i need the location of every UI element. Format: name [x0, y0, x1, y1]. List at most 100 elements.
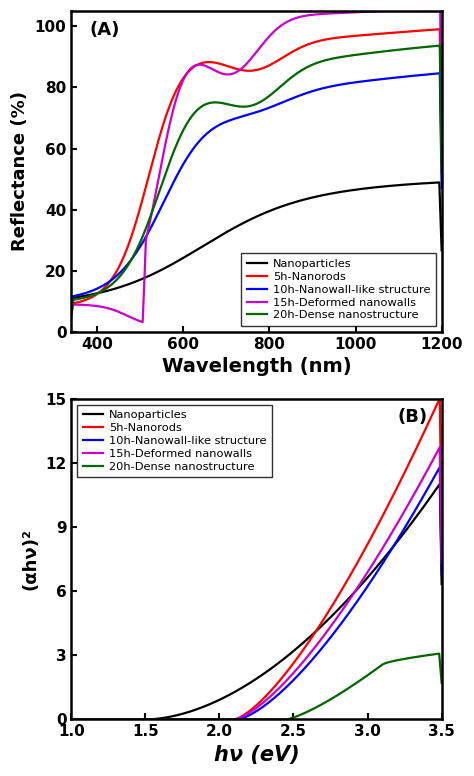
5h-Nanorods [287, 663, 292, 673]
5h-Nanorods [437, 25, 443, 34]
5h-Nanorods [283, 50, 289, 60]
5h-Nanorods [236, 713, 242, 722]
Nanoparticles [439, 580, 445, 589]
15h-Deformed nanowalls [347, 594, 353, 604]
20h-Dense nanostructure [283, 77, 289, 86]
20h-Dense nanostructure [347, 682, 353, 691]
Line: 20h-Dense nanostructure: 20h-Dense nanostructure [71, 653, 442, 719]
15h-Deformed nanowalls [381, 6, 386, 16]
5h-Nanorods [439, 159, 445, 168]
Line: 10h-Nanowall-like structure: 10h-Nanowall-like structure [71, 467, 442, 719]
Nanoparticles [347, 592, 353, 601]
15h-Deformed nanowalls [164, 715, 169, 724]
20h-Dense nanostructure [164, 715, 169, 724]
Line: 5h-Nanorods: 5h-Nanorods [71, 29, 442, 316]
Nanoparticles [293, 197, 299, 206]
20h-Dense nanostructure [437, 649, 442, 658]
Nanoparticles [164, 712, 169, 722]
Nanoparticles [349, 185, 355, 195]
Line: 10h-Nanowall-like structure: 10h-Nanowall-like structure [71, 73, 442, 312]
5h-Nanorods [347, 571, 353, 580]
Nanoparticles [316, 624, 321, 633]
20h-Dense nanostructure [439, 168, 445, 178]
15h-Deformed nanowalls [316, 638, 321, 647]
15h-Deformed nanowalls [236, 714, 242, 723]
10h-Nanowall-like structure [349, 78, 355, 88]
20h-Dense nanostructure [349, 50, 355, 60]
20h-Dense nanostructure [287, 714, 292, 723]
10h-Nanowall-like structure [437, 462, 443, 472]
15h-Deformed nanowalls [437, 442, 443, 452]
10h-Nanowall-like structure [91, 286, 97, 295]
10h-Nanowall-like structure [316, 647, 321, 656]
20h-Dense nanostructure [304, 63, 310, 72]
5h-Nanorods [439, 532, 445, 541]
10h-Nanowall-like structure [387, 74, 393, 83]
15h-Deformed nanowalls [140, 317, 146, 327]
20h-Dense nanostructure [437, 41, 443, 50]
15h-Deformed nanowalls [439, 558, 445, 567]
10h-Nanowall-like structure [68, 307, 74, 317]
5h-Nanorods [349, 32, 355, 41]
Nanoparticles [283, 200, 289, 210]
Nanoparticles [91, 289, 97, 299]
Line: Nanoparticles: Nanoparticles [71, 182, 442, 314]
15h-Deformed nanowalls [388, 6, 394, 16]
20h-Dense nanostructure [68, 310, 74, 319]
10h-Nanowall-like structure [164, 715, 169, 724]
20h-Dense nanostructure [236, 715, 242, 724]
Nanoparticles [134, 715, 140, 724]
Line: 15h-Deformed nanowalls: 15h-Deformed nanowalls [71, 11, 442, 322]
5h-Nanorods [68, 311, 74, 320]
Nanoparticles [439, 246, 445, 255]
Nanoparticles [437, 178, 442, 187]
20h-Dense nanostructure [134, 715, 140, 724]
Line: 15h-Deformed nanowalls: 15h-Deformed nanowalls [71, 447, 442, 719]
Nanoparticles [236, 685, 242, 695]
Nanoparticles [387, 182, 393, 191]
5h-Nanorods [91, 291, 97, 300]
Line: 5h-Nanorods: 5h-Nanorods [71, 400, 442, 719]
10h-Nanowall-like structure [68, 715, 74, 724]
Nanoparticles [68, 715, 74, 724]
Y-axis label: (αhν)²: (αhν)² [22, 528, 40, 590]
20h-Dense nanostructure [387, 46, 393, 55]
5h-Nanorods [164, 715, 169, 724]
10h-Nanowall-like structure [347, 607, 353, 616]
15h-Deformed nanowalls [91, 301, 97, 310]
5h-Nanorods [387, 28, 393, 37]
5h-Nanorods [68, 715, 74, 724]
Text: (A): (A) [90, 21, 120, 39]
5h-Nanorods [134, 715, 140, 724]
Nanoparticles [287, 650, 292, 659]
5h-Nanorods [437, 395, 443, 404]
Nanoparticles [304, 194, 310, 203]
10h-Nanowall-like structure [134, 715, 140, 724]
X-axis label: hν (eV): hν (eV) [214, 745, 299, 765]
10h-Nanowall-like structure [439, 183, 445, 192]
5h-Nanorods [304, 40, 310, 50]
10h-Nanowall-like structure [283, 96, 289, 106]
Text: (B): (B) [397, 408, 428, 427]
10h-Nanowall-like structure [293, 92, 299, 102]
10h-Nanowall-like structure [439, 570, 445, 579]
20h-Dense nanostructure [68, 715, 74, 724]
Legend: Nanoparticles, 5h-Nanorods, 10h-Nanowall-like structure, 15h-Deformed nanowalls,: Nanoparticles, 5h-Nanorods, 10h-Nanowall… [241, 253, 436, 326]
20h-Dense nanostructure [91, 290, 97, 300]
15h-Deformed nanowalls [284, 17, 290, 26]
Legend: Nanoparticles, 5h-Nanorods, 10h-Nanowall-like structure, 15h-Deformed nanowalls,: Nanoparticles, 5h-Nanorods, 10h-Nanowall… [77, 404, 272, 477]
5h-Nanorods [316, 622, 321, 632]
5h-Nanorods [293, 45, 299, 54]
20h-Dense nanostructure [439, 678, 445, 688]
Nanoparticles [68, 309, 74, 318]
10h-Nanowall-like structure [287, 679, 292, 688]
15h-Deformed nanowalls [68, 715, 74, 724]
Line: Nanoparticles: Nanoparticles [71, 484, 442, 719]
20h-Dense nanostructure [293, 69, 299, 78]
Y-axis label: Reflectance (%): Reflectance (%) [11, 92, 29, 251]
15h-Deformed nanowalls [439, 144, 445, 153]
15h-Deformed nanowalls [68, 311, 74, 320]
15h-Deformed nanowalls [294, 13, 300, 23]
Nanoparticles [437, 480, 443, 489]
10h-Nanowall-like structure [437, 68, 443, 78]
